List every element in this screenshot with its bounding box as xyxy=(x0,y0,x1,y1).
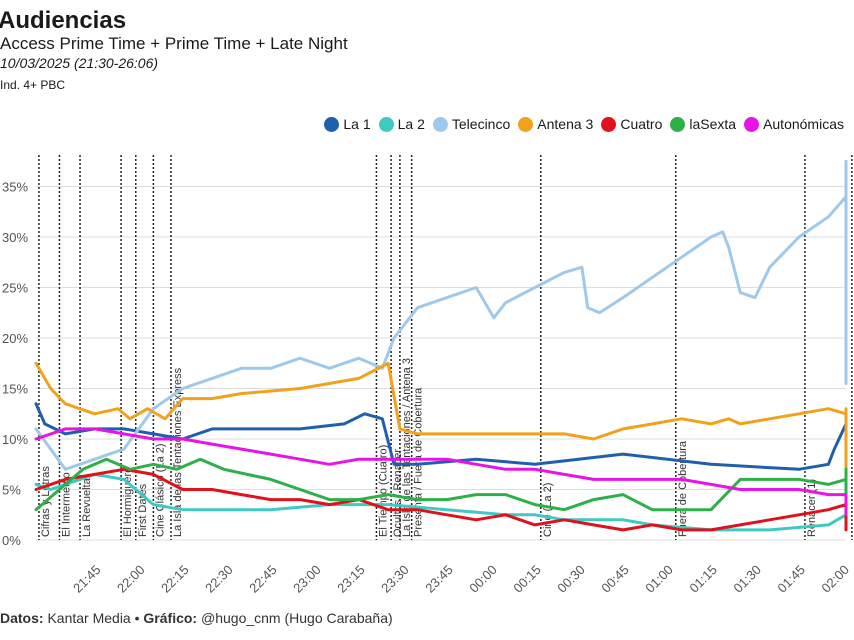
x-tick-label: 22:15 xyxy=(158,562,192,596)
y-tick-label: 30% xyxy=(2,230,28,245)
y-tick-label: 5% xyxy=(2,483,21,498)
legend-swatch xyxy=(601,116,617,132)
footer-separator: • xyxy=(134,610,140,626)
x-tick-label: 22:45 xyxy=(246,562,280,596)
legend: La 1 La 2 Telecinco Antena 3 Cuatro laSexta Au… xyxy=(324,116,844,132)
x-tick-label: 23:00 xyxy=(290,562,324,596)
legend-item-3: Antena 3 xyxy=(518,116,593,132)
legend-item-6: Autonómicas xyxy=(744,116,844,132)
y-tick-label: 0% xyxy=(2,533,21,548)
legend-item-4: Cuatro xyxy=(601,116,662,132)
program-marker-label: La Revuelta xyxy=(81,477,93,537)
legend-item-1: La 2 xyxy=(378,116,425,132)
legend-swatch xyxy=(378,116,394,132)
y-tick-label: 15% xyxy=(2,382,28,397)
program-marker-label: El Hormiguero xyxy=(122,467,134,537)
series-line xyxy=(34,457,848,512)
series-line xyxy=(34,402,848,471)
x-tick-label: 21:45 xyxy=(70,562,104,596)
x-tick-label: 00:30 xyxy=(554,562,588,596)
datos-label: Datos: xyxy=(0,610,44,626)
series-line xyxy=(34,427,848,517)
legend-label: Autonómicas xyxy=(763,116,844,132)
series-line xyxy=(34,159,848,471)
x-tick-label: 01:00 xyxy=(642,562,676,596)
legend-swatch xyxy=(670,116,686,132)
program-marker-label: Fuera de Cobertura xyxy=(677,440,689,537)
chart-date: 10/03/2025 (21:30-26:06) xyxy=(0,55,159,71)
legend-label: Cuatro xyxy=(620,116,663,132)
grafico-label: Gráfico: xyxy=(143,610,198,626)
program-marker-label: El Tiempo (Cuatro) xyxy=(377,445,389,537)
indicator-label: Ind. 4+ PBC xyxy=(0,78,66,92)
x-tick-label: 01:30 xyxy=(730,562,764,596)
x-tick-label: 00:15 xyxy=(510,562,544,596)
header: Audiencias Access Prime Time + Prime Tim… xyxy=(0,8,348,94)
program-marker-label: Ocultos / Renacer xyxy=(392,449,404,537)
y-tick-label: 20% xyxy=(2,331,28,346)
legend-swatch xyxy=(518,116,534,132)
x-tick-label: 02:00 xyxy=(818,562,852,596)
datos-value: Kantar Media xyxy=(47,610,131,626)
legend-item-5: laSexta xyxy=(670,116,736,132)
x-tick-label: 22:00 xyxy=(114,562,148,596)
grafico-value: @hugo_cnm (Hugo Carabaña) xyxy=(201,610,393,626)
chart-subtitle: Access Prime Time + Prime Time + Late Ni… xyxy=(0,34,348,53)
program-marker-label: La Isla de las Tentaciones Express xyxy=(172,367,184,537)
program-marker-label: Renacer (1) xyxy=(806,479,818,537)
program-marker-label: El Intermedio xyxy=(60,472,72,537)
footer: Datos: Kantar Media • Gráfico: @hugo_cnm… xyxy=(0,610,393,626)
program-marker-label: Cine Clásico (La 2) xyxy=(154,443,166,537)
legend-item-2: Telecinco xyxy=(432,116,511,132)
line-chart: 0% 5% 10% 15% 20% 25% 30% 35% 21:45 22:00 22:15 22:… xyxy=(2,155,854,596)
y-tick-label: 10% xyxy=(2,432,28,447)
y-tick-label: 25% xyxy=(2,281,28,296)
x-tick-label: 23:30 xyxy=(378,562,412,596)
legend-label: laSexta xyxy=(689,116,737,132)
legend-label: Antena 3 xyxy=(537,116,594,132)
legend-swatch xyxy=(432,116,448,132)
program-marker-label: Cine (La 2) xyxy=(542,483,554,537)
legend-swatch xyxy=(744,116,760,132)
y-tick-label: 35% xyxy=(2,180,28,195)
x-tick-label: 01:15 xyxy=(686,562,720,596)
program-marker-label: La Isla de las Tentaciones: La Rebelión xyxy=(853,346,854,537)
x-tick-label: 01:45 xyxy=(774,562,808,596)
x-tick-label: 23:15 xyxy=(334,562,368,596)
chart-title: Audiencias xyxy=(0,7,127,34)
x-tick-label: 23:45 xyxy=(422,562,456,596)
legend-label: Telecinco xyxy=(451,116,511,132)
x-tick-label: 22:30 xyxy=(202,562,236,596)
legend-label: La 2 xyxy=(397,116,425,132)
legend-swatch xyxy=(324,116,340,132)
x-tick-label: 00:00 xyxy=(466,562,500,596)
legend-item-0: La 1 xyxy=(324,116,371,132)
program-marker-label: La Isla de las Tentaciones / Antena 3 xyxy=(401,358,413,537)
legend-label: La 1 xyxy=(343,116,371,132)
program-marker-label: Presenta / Fuera de Cobertura xyxy=(413,387,425,537)
x-tick-label: 00:45 xyxy=(598,562,632,596)
